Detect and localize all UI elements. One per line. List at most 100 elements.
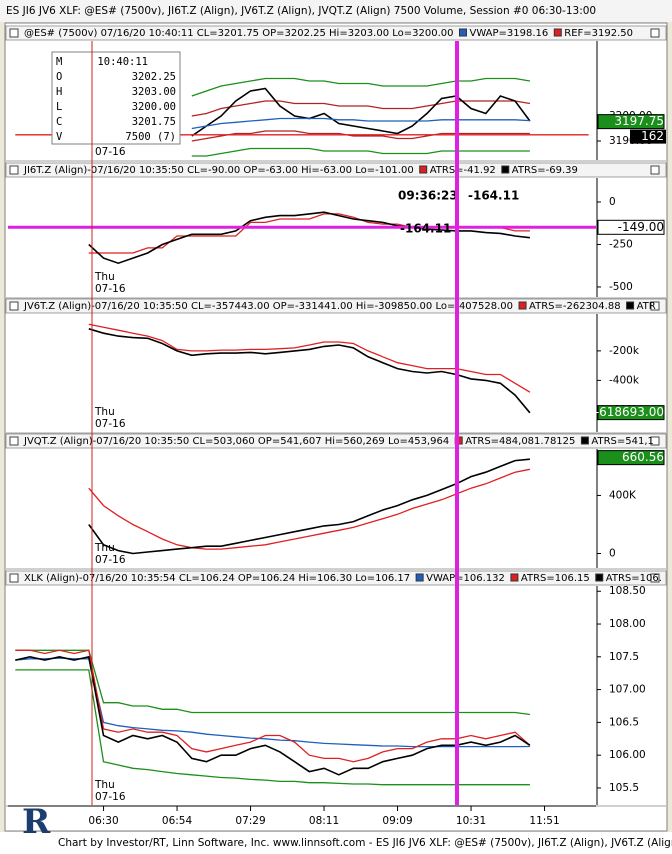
legend-label: VWAP=3198.16 bbox=[469, 28, 548, 39]
series-line bbox=[15, 655, 531, 776]
plot-layer bbox=[15, 649, 531, 786]
y-tick-label: 105.5 bbox=[609, 782, 639, 794]
ohlc-box bbox=[51, 51, 181, 145]
ohlc-value: 3202.25 bbox=[132, 71, 176, 83]
x-tick-label: 11:51 bbox=[529, 815, 559, 827]
x-tick-label: 06:30 bbox=[88, 815, 118, 827]
legend-label: ATRS=541,1 bbox=[591, 436, 653, 447]
x-tick-label: 06:54 bbox=[162, 815, 193, 827]
y-tick-label: -250 bbox=[609, 238, 633, 250]
legend-swatch bbox=[626, 301, 635, 310]
legend-swatch bbox=[580, 436, 589, 445]
pane-icon bbox=[9, 165, 19, 175]
volume-label: 162 bbox=[641, 129, 664, 143]
session-label: Thu bbox=[94, 779, 115, 791]
pane-icon bbox=[650, 573, 660, 583]
pane-title: @ES# (7500v) 07/16/20 10:40:11 CL=3201.7… bbox=[24, 28, 453, 39]
title-bar bbox=[0, 0, 672, 22]
annotation: 09:36:23 bbox=[398, 189, 458, 203]
session-label: Thu bbox=[94, 271, 115, 283]
legend-label: ATRS=106.15 bbox=[521, 573, 590, 584]
pane-title: XLK (Align)-07/16/20 10:35:54 CL=106.24 … bbox=[24, 573, 410, 584]
series-line bbox=[191, 100, 531, 117]
x-tick-label: 10:31 bbox=[456, 815, 486, 827]
pane-title: JV6T.Z (Align)-07/16/20 10:35:50 CL=-357… bbox=[23, 301, 513, 312]
ohlc-key: C bbox=[56, 116, 62, 128]
y-tick-label: 0 bbox=[609, 196, 616, 208]
y-tick-label: 108.00 bbox=[609, 618, 646, 630]
legend-label: ATRS=-69.39 bbox=[512, 165, 578, 176]
series-line bbox=[15, 649, 531, 763]
series-line bbox=[15, 649, 530, 716]
series-line bbox=[15, 657, 530, 748]
legend-label: ATR bbox=[637, 301, 656, 312]
y-tick-label: -400k bbox=[609, 374, 640, 386]
session-label: Thu bbox=[94, 542, 115, 554]
ohlc-key: V bbox=[56, 131, 63, 143]
legend-swatch bbox=[510, 573, 519, 582]
price-label-box bbox=[597, 450, 665, 466]
pane-title: JVQT.Z (Align)-07/16/20 10:35:50 CL=503,… bbox=[23, 436, 449, 447]
ohlc-key: O bbox=[56, 71, 62, 83]
ohlc-value: 3201.75 bbox=[132, 116, 176, 128]
session-label: 07-16 bbox=[95, 418, 126, 430]
x-tick-label: 08:11 bbox=[309, 815, 339, 827]
ohlc-value: 3203.00 bbox=[132, 86, 176, 98]
pane-icon bbox=[9, 436, 19, 446]
pane-icon bbox=[650, 28, 660, 38]
price-label: 3197.75 bbox=[614, 114, 664, 128]
pane-icon bbox=[650, 301, 660, 311]
series-line bbox=[15, 669, 530, 786]
annotation: -164.11 bbox=[400, 222, 451, 236]
series-line bbox=[191, 77, 531, 97]
series-line bbox=[191, 117, 530, 130]
logo: R bbox=[22, 802, 51, 842]
legend-label: ATRS=106. bbox=[606, 573, 662, 584]
series-line bbox=[191, 130, 530, 142]
y-tick-label: 106.5 bbox=[609, 716, 639, 728]
legend-label: ATRS=-262304.88 bbox=[529, 301, 621, 312]
session-label: 07-16 bbox=[95, 791, 126, 803]
y-tick-label: 107.5 bbox=[609, 651, 639, 663]
legend-label: REF=3192.50 bbox=[564, 28, 633, 39]
y-tick-label: -200k bbox=[609, 345, 640, 357]
price-label: -149.00 bbox=[618, 220, 664, 234]
series-line bbox=[191, 87, 531, 137]
y-tick-label: 0 bbox=[609, 547, 616, 559]
pane-icon bbox=[9, 573, 19, 583]
ohlc-value: 3200.00 bbox=[132, 101, 176, 113]
legend-swatch bbox=[501, 165, 510, 174]
price-label-box bbox=[597, 114, 665, 130]
legend-label: ATRS=484,081.78125 bbox=[465, 436, 575, 447]
price-label: 660.56 bbox=[622, 450, 664, 464]
ohlc-key: M bbox=[56, 56, 62, 68]
session-label: 07-16 bbox=[95, 283, 126, 295]
annotation: -164.11 bbox=[468, 189, 519, 203]
series-line bbox=[191, 147, 530, 157]
legend-label: VWAP=106.132 bbox=[426, 573, 505, 584]
y-tick-label: 106.00 bbox=[609, 749, 646, 761]
legend-swatch bbox=[553, 28, 562, 37]
pane-icon bbox=[9, 28, 19, 38]
plot-layer bbox=[15, 77, 589, 157]
pane-title: JI6T.Z (Align)-07/16/20 10:35:50 CL=-90.… bbox=[23, 165, 414, 176]
legend-swatch bbox=[419, 165, 428, 174]
y-tick-label: 400K bbox=[609, 489, 637, 501]
price-label-box bbox=[597, 219, 665, 235]
window-title: ES JI6 JV6 XLF: @ES# (7500v), JI6T.Z (Al… bbox=[6, 5, 596, 17]
legend-swatch bbox=[595, 573, 604, 582]
ohlc-key: L bbox=[56, 101, 62, 113]
volume-label-box bbox=[630, 129, 666, 144]
ohlc-value: 7500 (7) bbox=[125, 131, 176, 143]
chart-frame bbox=[4, 22, 668, 832]
pane-header bbox=[5, 25, 667, 41]
price-label-box bbox=[597, 405, 665, 421]
pane-icon bbox=[650, 436, 660, 446]
legend-swatch bbox=[458, 28, 467, 37]
y-tick-label: 107.00 bbox=[609, 684, 646, 696]
ohlc-key: H bbox=[56, 86, 62, 98]
x-tick-label: 09:09 bbox=[382, 815, 412, 827]
pane-header bbox=[5, 433, 667, 449]
session-label: 07-16 bbox=[95, 554, 126, 566]
